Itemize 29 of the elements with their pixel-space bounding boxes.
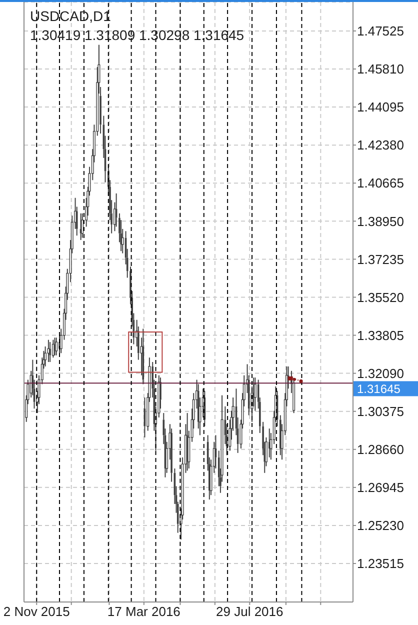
y-tick-label: 1.38950 <box>357 214 404 229</box>
x-tick-label: 29 Jul 2016 <box>216 604 284 620</box>
candlestick <box>160 377 162 410</box>
candlestick <box>44 346 47 367</box>
candlestick <box>118 212 120 243</box>
y-tick-label: 1.25230 <box>357 518 404 534</box>
text: 1.30419 1.31809 1.30298 1.31645 <box>30 27 244 43</box>
x-tick-label: 17 Mar 2016 <box>107 604 180 620</box>
y-tick-label: 1.35520 <box>357 290 404 305</box>
y-tick-label: 1.45810 <box>357 62 404 77</box>
y-tick-label: 1.42380 <box>357 138 404 153</box>
ref-line-label: 1.31645 <box>357 382 401 396</box>
y-tick-label: 1.30375 <box>357 404 404 419</box>
y-tick-label: 1.33805 <box>357 328 404 343</box>
y-tick-label: 1.40665 <box>357 176 404 191</box>
candlestick <box>170 428 172 482</box>
y-tick-label: 1.32090 <box>357 366 404 381</box>
x-tick-label: 2 Nov 2015 <box>3 604 70 620</box>
y-tick-label: 1.26945 <box>357 480 404 496</box>
candlestick <box>220 394 224 482</box>
candlestick <box>120 220 122 252</box>
y-tick-label: 1.23515 <box>357 556 404 572</box>
text: USDCAD,D1 <box>30 8 111 24</box>
y-tick-label: 1.37235 <box>357 252 404 267</box>
y-tick-label: 1.28660 <box>357 442 404 458</box>
candlestick <box>100 86 102 134</box>
candlestick <box>49 342 51 362</box>
y-tick-label: 1.44095 <box>357 100 404 115</box>
y-tick-label: 1.47525 <box>357 24 404 39</box>
